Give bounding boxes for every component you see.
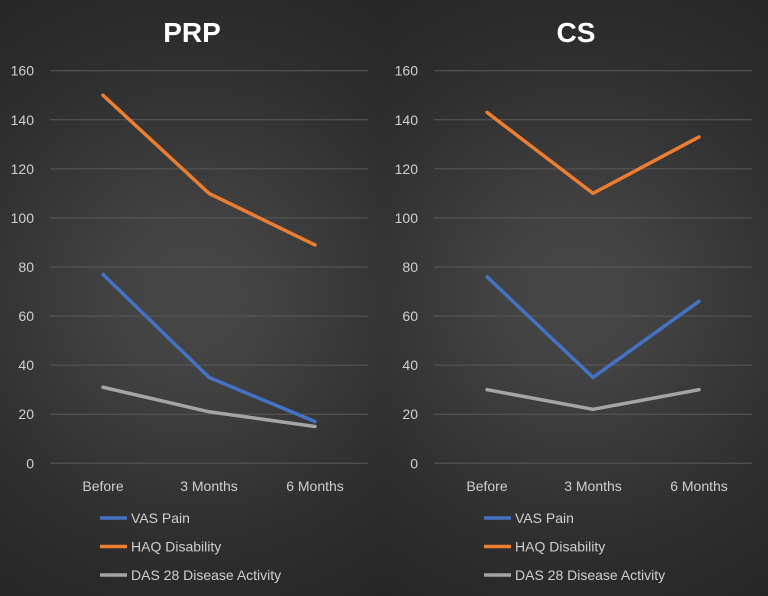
x-tick-label: Before	[82, 478, 123, 494]
y-tick-label: 40	[402, 357, 418, 373]
y-tick-label: 60	[18, 308, 34, 324]
y-tick-label: 100	[11, 210, 35, 226]
series-line-vas-pain	[485, 275, 701, 380]
y-tick-label: 120	[11, 161, 35, 177]
y-tick-label: 20	[402, 406, 418, 422]
y-tick-label: 40	[18, 357, 34, 373]
legend-label: VAS Pain	[515, 510, 574, 526]
series-line-haq-disability	[101, 93, 317, 247]
chart-title: CS	[557, 17, 596, 48]
y-tick-label: 120	[395, 161, 419, 177]
series-line-das-28-disease-activity	[101, 385, 317, 429]
legend-label: DAS 28 Disease Activity	[515, 567, 665, 583]
series-line-haq-disability	[485, 110, 701, 196]
y-tick-label: 80	[18, 259, 34, 275]
y-tick-label: 80	[402, 259, 418, 275]
x-tick-label: 3 Months	[564, 478, 622, 494]
chart-title: PRP	[163, 17, 221, 48]
y-tick-label: 20	[18, 406, 34, 422]
chart-cs: CS 0 20 40 60 80 100 120 140 160 Before 3 Months 6 M…	[395, 17, 752, 583]
y-tick-label: 160	[395, 63, 419, 79]
series-line-das-28-disease-activity	[485, 387, 701, 412]
chart-panel-cs	[384, 0, 768, 596]
y-tick-label: 160	[11, 63, 35, 79]
x-tick-label: 6 Months	[286, 478, 344, 494]
legend-label: DAS 28 Disease Activity	[131, 567, 281, 583]
x-tick-label: Before	[466, 478, 507, 494]
series-line-vas-pain	[101, 272, 317, 424]
y-tick-label: 140	[395, 112, 419, 128]
legend-label: HAQ Disability	[131, 539, 221, 555]
x-tick-label: 3 Months	[180, 478, 238, 494]
y-tick-label: 140	[11, 112, 35, 128]
x-tick-label: 6 Months	[670, 478, 728, 494]
y-tick-label: 0	[26, 455, 34, 471]
chart-panel-prp	[0, 0, 384, 596]
legend-label: HAQ Disability	[515, 539, 605, 555]
y-tick-label: 0	[410, 455, 418, 471]
y-tick-label: 100	[395, 210, 419, 226]
y-tick-label: 60	[402, 308, 418, 324]
legend-label: VAS Pain	[131, 510, 190, 526]
chart-prp: PRP 0 20 40 60 80 100 120 140 160 Before 3 Months 6 …	[11, 17, 368, 583]
